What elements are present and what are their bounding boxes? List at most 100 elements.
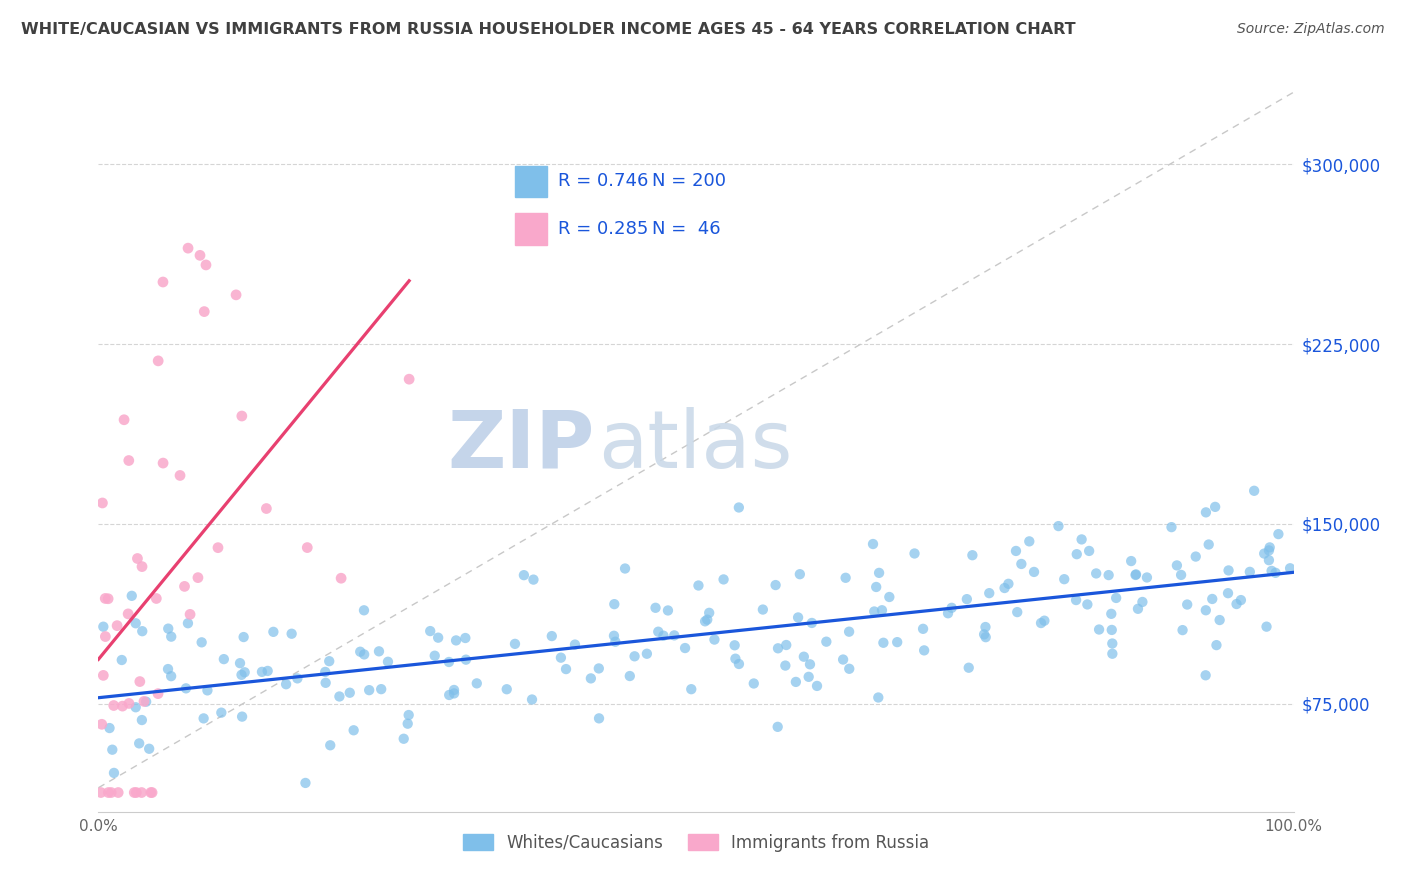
Point — [195, 258, 218, 272]
Point — [131, 624, 153, 639]
Point — [209, 706, 232, 720]
Point — [564, 638, 586, 652]
Point — [912, 622, 935, 636]
Point — [1184, 549, 1206, 564]
Point — [1205, 638, 1227, 652]
Point — [1160, 520, 1182, 534]
Point — [1264, 566, 1286, 580]
Point — [868, 566, 890, 580]
Point — [98, 721, 121, 735]
Point — [1064, 593, 1087, 607]
Point — [1007, 605, 1029, 619]
Bar — [515, 213, 547, 245]
Point — [1253, 547, 1275, 561]
Point — [125, 616, 148, 631]
Point — [132, 694, 155, 708]
Point — [231, 709, 253, 723]
Point — [974, 620, 997, 634]
Point — [1279, 561, 1302, 575]
Point — [91, 496, 114, 510]
Point — [138, 741, 160, 756]
Point — [1126, 602, 1149, 616]
Point — [107, 785, 129, 799]
Point — [1066, 547, 1088, 561]
Point — [832, 652, 855, 666]
Point — [315, 675, 337, 690]
Point — [1239, 565, 1261, 579]
Point — [233, 665, 256, 680]
Point — [398, 372, 420, 386]
Point — [1258, 543, 1281, 558]
Point — [212, 652, 235, 666]
Point — [588, 661, 610, 675]
Point — [94, 591, 117, 606]
Point — [177, 241, 200, 255]
Point — [652, 629, 675, 643]
Point — [229, 656, 252, 670]
Point — [188, 248, 211, 262]
Point — [728, 657, 751, 671]
Point — [1201, 591, 1223, 606]
Point — [103, 765, 125, 780]
Point — [141, 785, 163, 799]
Point — [1105, 591, 1128, 605]
Point — [152, 275, 174, 289]
Point — [398, 708, 420, 723]
Point — [588, 711, 610, 725]
Point — [713, 573, 735, 587]
Point — [225, 288, 247, 302]
Point — [603, 597, 626, 611]
Point — [1047, 519, 1070, 533]
Point — [419, 624, 441, 638]
Point — [1258, 553, 1281, 567]
Point — [727, 500, 749, 515]
Point — [555, 662, 578, 676]
Point — [1070, 533, 1092, 547]
Point — [787, 610, 810, 624]
Point — [657, 603, 679, 617]
Point — [444, 633, 467, 648]
Point — [799, 657, 821, 672]
Point — [232, 630, 254, 644]
Point — [91, 620, 114, 634]
Point — [765, 578, 787, 592]
Point — [644, 600, 666, 615]
Point — [353, 603, 375, 617]
Legend: Whites/Caucasians, Immigrants from Russia: Whites/Caucasians, Immigrants from Russi… — [456, 827, 936, 858]
Point — [169, 468, 191, 483]
Point — [862, 537, 884, 551]
Point — [520, 692, 543, 706]
Point — [330, 571, 353, 585]
Point — [1022, 565, 1045, 579]
Point — [793, 649, 815, 664]
Point — [187, 571, 209, 585]
Point — [495, 682, 517, 697]
Point — [838, 662, 860, 676]
Point — [785, 674, 807, 689]
Point — [605, 634, 627, 648]
Point — [117, 607, 139, 621]
Point — [128, 674, 150, 689]
Point — [207, 541, 229, 555]
Point — [962, 548, 984, 562]
Point — [231, 668, 253, 682]
Point — [1230, 593, 1253, 607]
Point — [1170, 568, 1192, 582]
Point — [97, 785, 120, 799]
Point — [111, 699, 134, 714]
Point — [957, 661, 980, 675]
Point — [868, 690, 890, 705]
Point — [1125, 568, 1147, 582]
Point — [103, 698, 125, 713]
Point — [941, 600, 963, 615]
Point — [1260, 564, 1282, 578]
Point — [838, 624, 860, 639]
Point — [936, 607, 959, 621]
Point — [90, 717, 112, 731]
Point — [870, 603, 893, 617]
Point — [903, 546, 925, 560]
Point — [1125, 567, 1147, 582]
Point — [1195, 505, 1218, 519]
Text: atlas: atlas — [598, 407, 793, 485]
Point — [775, 658, 797, 673]
